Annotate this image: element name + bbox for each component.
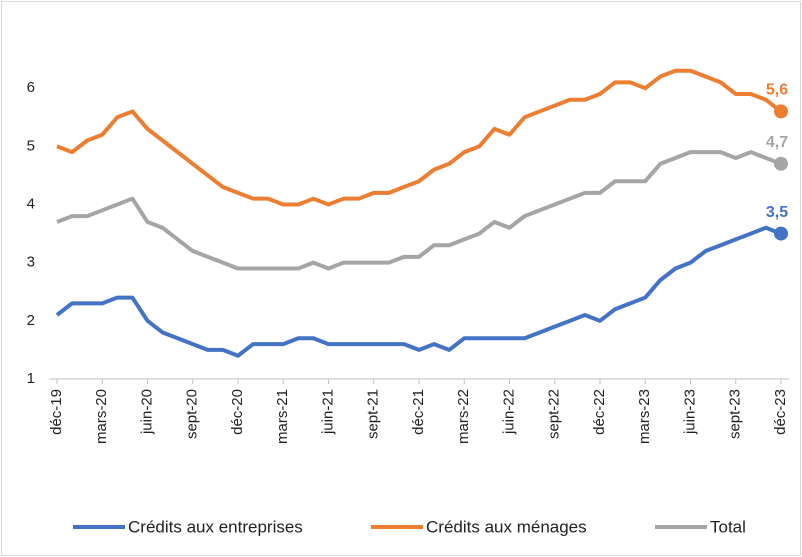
data-label: 3,5 <box>766 204 788 221</box>
y-tick-label: 6 <box>27 79 35 96</box>
x-tick-label: mars-21 <box>274 389 291 444</box>
y-tick-label: 4 <box>27 195 35 212</box>
x-tick-label: juin-23 <box>681 389 698 435</box>
legend-label: Total <box>710 517 746 536</box>
x-tick-label: juin-22 <box>500 389 517 435</box>
x-tick-label: déc-19 <box>48 389 65 435</box>
x-tick-label: juin-20 <box>138 389 155 435</box>
y-tick-label: 3 <box>27 254 35 271</box>
x-tick-label: déc-21 <box>410 389 427 435</box>
x-tick-label: déc-23 <box>772 389 789 435</box>
data-label: 4,7 <box>766 134 788 151</box>
legend-label: Crédits aux entreprises <box>128 517 303 536</box>
x-tick-label: sept-23 <box>727 389 744 439</box>
legend-label: Crédits aux ménages <box>426 517 587 536</box>
x-tick-label: déc-22 <box>591 389 608 435</box>
x-tick-label: sept-20 <box>184 389 201 439</box>
end-point <box>774 104 788 119</box>
y-tick-label: 5 <box>27 137 35 154</box>
x-tick-label: sept-21 <box>365 389 382 439</box>
y-tick-label: 1 <box>27 370 35 387</box>
x-tick-label: mars-20 <box>93 389 110 444</box>
series-line <box>56 68 783 207</box>
data-label: 5,6 <box>766 82 788 99</box>
y-tick-label: 2 <box>27 312 35 329</box>
x-tick-label: mars-22 <box>455 389 472 444</box>
x-tick-label: mars-23 <box>636 389 653 444</box>
x-tick-label: déc-20 <box>229 389 246 435</box>
series-line <box>55 225 782 358</box>
end-point <box>774 156 788 171</box>
x-tick-label: juin-21 <box>319 389 336 435</box>
series-line <box>56 150 782 271</box>
x-tick-label: sept-22 <box>546 389 563 439</box>
end-point <box>774 226 788 241</box>
